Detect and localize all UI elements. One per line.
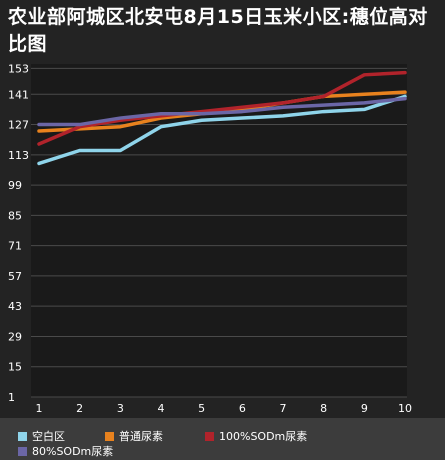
chart-title: 农业部阿城区北安屯8月15日玉米小区:穗位高对比图 [8,6,428,55]
legend-swatch-blank [18,431,27,441]
y-tick-label: 113 [8,149,29,162]
y-tick-label: 141 [8,88,29,101]
x-tick-label: 6 [239,402,246,415]
x-tick-label: 2 [76,402,83,415]
y-tick-label: 153 [8,62,29,75]
y-tick-label: 15 [8,361,22,374]
legend-item-100-sodm: 100%SODm尿素 [205,428,307,444]
y-tick-label: 71 [8,240,22,253]
series-lines [37,70,407,166]
x-tick-label: 4 [158,402,165,415]
y-tick-label: 1 [8,391,15,404]
series-line-4 [37,96,407,127]
y-tick-label: 127 [8,119,29,132]
chart-plot: 1 15 29 43 57 71 85 99 113 127 141 153 1 2 3 4 5 6 7 8 9 10 [8,62,413,415]
series-line-3 [37,70,407,146]
x-tick-label: 10 [398,402,412,415]
y-tick-label: 57 [8,270,22,283]
x-tick-label: 1 [36,402,43,415]
legend-swatch-80-sodm [18,446,27,456]
x-tick-label: 8 [320,402,327,415]
x-tick-label: 3 [117,402,124,415]
y-tick-label: 85 [8,209,22,222]
y-axis-ticks: 1 15 29 43 57 71 85 99 113 127 141 153 [8,62,29,404]
legend-item-ordinary-urea: 普通尿素 [105,428,163,444]
legend-label-100-sodm: 100%SODm尿素 [219,430,308,443]
x-tick-label: 5 [198,402,205,415]
grid-lines [31,67,407,398]
y-tick-label: 99 [8,179,22,192]
y-tick-label: 43 [8,300,22,313]
legend-item-blank: 空白区 [18,428,65,444]
x-tick-label: 7 [280,402,287,415]
legend-label-ordinary-urea: 普通尿素 [119,430,163,443]
legend-label-blank: 空白区 [32,430,65,443]
series-line-1 [37,94,407,166]
legend-swatch-100-sodm [205,431,214,441]
legend-swatch-ordinary-urea [105,431,114,441]
legend-item-80-sodm: 80%SODm尿素 [18,443,113,459]
legend: 空白区 普通尿素 100%SODm尿素 80%SODm尿素 [0,418,445,460]
legend-label-80-sodm: 80%SODm尿素 [32,445,114,458]
x-tick-label: 9 [361,402,368,415]
x-axis-ticks: 1 2 3 4 5 6 7 8 9 10 [36,402,413,415]
y-tick-label: 29 [8,330,22,343]
